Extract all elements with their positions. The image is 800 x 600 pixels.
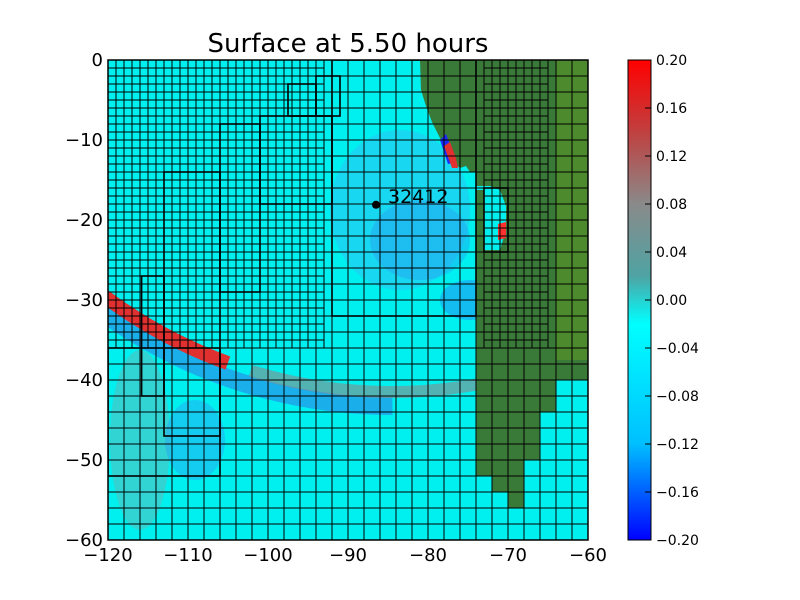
x-tick-label: −90 bbox=[329, 545, 367, 566]
chart-title: Surface at 5.50 hours bbox=[208, 29, 489, 59]
refinement-box bbox=[163, 171, 221, 437]
refinement-boxes bbox=[108, 60, 509, 477]
y-tick-label: 0 bbox=[92, 50, 103, 71]
y-tick-label: −20 bbox=[65, 210, 103, 231]
y-tick-label: −10 bbox=[65, 130, 103, 151]
gauge-label: 32412 bbox=[388, 186, 448, 208]
wave-crest bbox=[108, 290, 231, 370]
coastline-south-america bbox=[420, 60, 476, 172]
x-tick-label: −120 bbox=[83, 545, 132, 566]
x-tick-label: −100 bbox=[243, 545, 292, 566]
gauge-marker bbox=[372, 200, 380, 209]
colorbar-ticks: 0.20 0.16 0.12 0.08 0.04 0.00 −0.04 −0.08 −0.12 −… bbox=[645, 53, 699, 549]
x-tick-label: −60 bbox=[569, 545, 607, 566]
x-tick-label: −80 bbox=[409, 545, 447, 566]
refinement-grids bbox=[108, 60, 588, 540]
wave-trough bbox=[108, 305, 393, 416]
plot-area bbox=[108, 60, 588, 540]
colorbar-tick-label: 0.16 bbox=[656, 101, 687, 117]
x-tick-label: −110 bbox=[163, 545, 212, 566]
colorbar-tick-label: −0.16 bbox=[656, 485, 699, 501]
colorbar-tick-label: 0.20 bbox=[656, 53, 687, 69]
y-tick-label: −40 bbox=[65, 370, 103, 391]
shelf-anomaly bbox=[330, 130, 470, 290]
colorbar-tick-label: −0.12 bbox=[656, 437, 699, 453]
y-axis: 0 −10 −20 −30 −40 −50 −60 bbox=[65, 50, 114, 551]
colorbar-tick-label: −0.08 bbox=[656, 389, 699, 405]
refinement-box bbox=[483, 187, 509, 253]
refinement-box bbox=[108, 347, 221, 477]
gauge-annotation: 32412 bbox=[372, 186, 448, 209]
y-tick-label: −60 bbox=[65, 530, 103, 551]
x-tick-label: −70 bbox=[489, 545, 527, 566]
colorbar: 0.20 0.16 0.12 0.08 0.04 0.00 −0.04 −0.08 −0.12 −… bbox=[627, 53, 699, 549]
refinement-box bbox=[315, 75, 341, 117]
y-tick-label: −50 bbox=[65, 450, 103, 471]
colorbar-tick-label: 0.12 bbox=[656, 149, 687, 165]
y-tick-label: −30 bbox=[65, 290, 103, 311]
coastal-peak bbox=[444, 142, 458, 168]
x-axis: −120 −110 −100 −90 −80 −70 −60 bbox=[83, 534, 607, 566]
refinement-box bbox=[219, 123, 261, 293]
colorbar-tick-label: 0.08 bbox=[656, 197, 687, 213]
refinement-box bbox=[331, 60, 477, 317]
colorbar-tick-label: −0.20 bbox=[656, 533, 699, 549]
colorbar-tick-label: 0.04 bbox=[656, 245, 687, 261]
colorbar-tick-label: −0.04 bbox=[656, 341, 699, 357]
colorbar-tick-label: 0.00 bbox=[656, 293, 687, 309]
coastal-peak bbox=[498, 222, 506, 240]
